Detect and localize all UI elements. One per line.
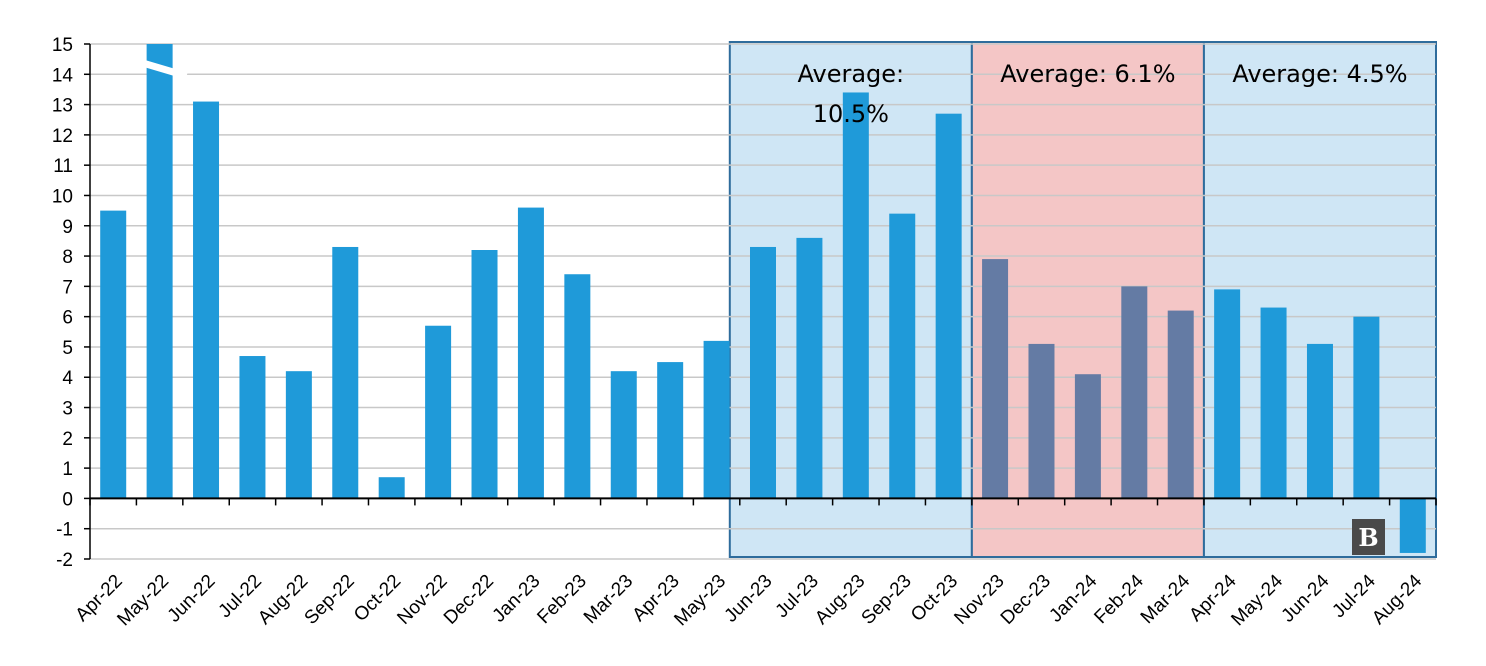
y-tick-label: -2 xyxy=(56,550,73,571)
bar-sep-22 xyxy=(332,246,359,499)
bar-may-23 xyxy=(703,340,730,499)
bar-jul-24 xyxy=(1353,316,1380,499)
x-tick-label: Jan-23 xyxy=(489,571,545,627)
y-tick-label: 13 xyxy=(52,96,73,117)
x-tick-label: Jun-24 xyxy=(1278,570,1334,626)
region-label-1-line-2: 10.5% xyxy=(813,100,889,128)
x-tick-label: Aug-23 xyxy=(811,571,869,629)
bar-aug-23 xyxy=(842,92,869,499)
y-tick-label: 15 xyxy=(52,35,73,56)
bars xyxy=(100,44,1426,553)
y-tick-label: 1 xyxy=(62,459,73,480)
bar-feb-24 xyxy=(1121,286,1148,499)
x-tick-label: Aug-24 xyxy=(1368,570,1426,628)
region-label-1-line-1: Average: xyxy=(798,60,905,88)
bar-oct-22 xyxy=(378,477,405,499)
bar-jan-24 xyxy=(1074,374,1101,499)
watermark-logo-icon: B xyxy=(1352,519,1385,555)
bar-jan-23 xyxy=(517,207,544,499)
bar-jul-23 xyxy=(796,237,823,499)
axes xyxy=(89,44,1436,559)
x-tick-label: Jan-24 xyxy=(1045,570,1101,626)
region-labels: Average: 10.5% Average: 6.1% Average: 4.5% xyxy=(798,60,1408,128)
bar-jul-22 xyxy=(239,356,266,499)
y-tick-label: 5 xyxy=(62,338,73,359)
x-tick-label: Feb-24 xyxy=(1090,570,1148,628)
x-tick-label: Jun-23 xyxy=(721,571,777,627)
y-tick-label: 9 xyxy=(62,217,73,238)
region-label-3-line-1: Average: 4.5% xyxy=(1232,60,1407,88)
y-tick-label: 11 xyxy=(53,156,73,177)
x-tick-label: Nov-22 xyxy=(393,571,451,629)
average-band-3 xyxy=(1202,41,1437,558)
bar-oct-23 xyxy=(935,113,962,499)
x-tick-label: Nov-23 xyxy=(950,571,1008,629)
y-tick-label: 6 xyxy=(62,308,73,329)
y-tick-label: 8 xyxy=(62,247,73,268)
bar-aug-22 xyxy=(285,371,312,499)
x-tick-label: Sep-22 xyxy=(301,571,359,629)
bar-mar-24 xyxy=(1167,310,1194,499)
x-tick-label: Jun-22 xyxy=(164,571,220,627)
bar-jun-22 xyxy=(193,101,220,499)
bar-nov-22 xyxy=(425,325,452,499)
y-tick-label: 2 xyxy=(62,429,73,450)
x-tick-label: May-24 xyxy=(1227,570,1287,630)
bar-dec-23 xyxy=(1028,343,1055,499)
x-tick-label: Mar-23 xyxy=(580,571,637,628)
y-tick-label: -1 xyxy=(56,520,73,541)
y-tick-label: 3 xyxy=(62,399,73,420)
y-tick-label: 10 xyxy=(52,186,73,207)
y-tick-label: 7 xyxy=(62,277,73,298)
x-tick-label: Mar-24 xyxy=(1137,570,1195,628)
bar-may-22 xyxy=(146,44,173,499)
logo-text: B xyxy=(1358,523,1378,552)
x-tick-label: May-22 xyxy=(114,571,174,631)
bar-apr-23 xyxy=(657,362,684,499)
bar-dec-22 xyxy=(471,250,498,499)
x-tick-label: May-23 xyxy=(670,571,730,631)
bar-feb-23 xyxy=(564,274,591,499)
bar-apr-22 xyxy=(100,210,127,499)
bar-sep-23 xyxy=(889,213,916,499)
y-tick-label: 4 xyxy=(62,368,73,389)
bar-jun-23 xyxy=(750,246,776,499)
bar-may-24 xyxy=(1260,307,1287,499)
bar-nov-23 xyxy=(982,259,1009,499)
x-tick-label: Sep-23 xyxy=(858,571,916,629)
bar-aug-24 xyxy=(1399,498,1426,553)
bar-jun-24 xyxy=(1306,343,1333,499)
logo-icon xyxy=(1352,519,1385,555)
x-tick-label: Dec-22 xyxy=(440,571,498,629)
x-tick-label: Feb-23 xyxy=(533,571,590,628)
axis-break-mark xyxy=(131,56,188,80)
bar-mar-23 xyxy=(610,371,637,499)
y-tick-label: 14 xyxy=(52,65,74,86)
x-tick-label: Aug-22 xyxy=(254,571,312,629)
region-label-2-line-1: Average: 6.1% xyxy=(1000,60,1175,88)
y-tick-label: 0 xyxy=(62,489,73,510)
bar-apr-24 xyxy=(1214,289,1241,499)
x-tick-label: Dec-23 xyxy=(997,571,1055,629)
y-tick-label: 12 xyxy=(52,126,73,147)
